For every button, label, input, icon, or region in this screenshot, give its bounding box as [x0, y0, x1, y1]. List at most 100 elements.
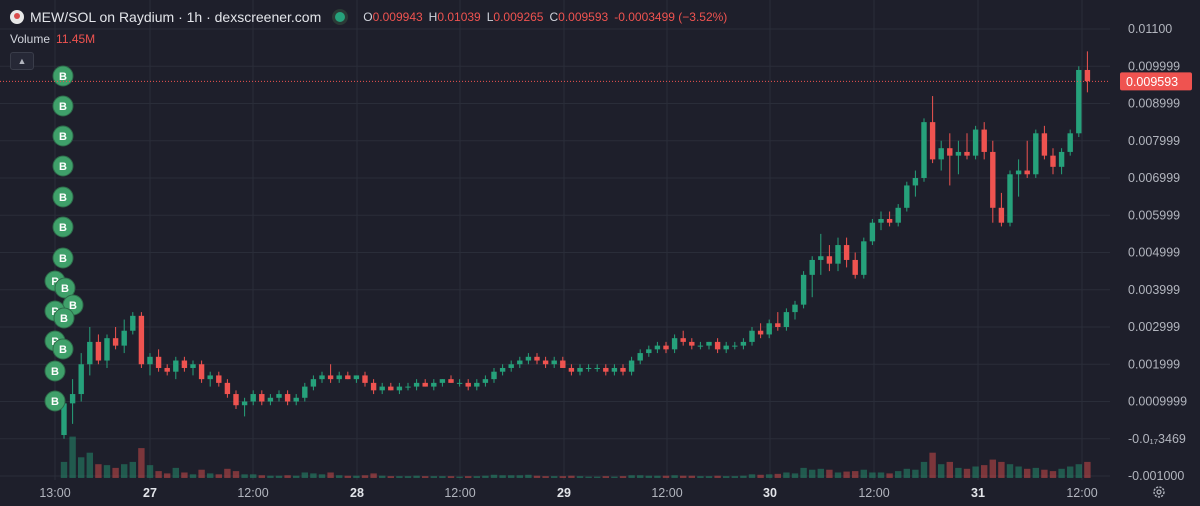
current-price-line: 0.009593 [0, 72, 1192, 91]
candle-body [603, 367, 609, 372]
volume-bar [740, 475, 747, 478]
candle-body [233, 394, 239, 406]
volume-bar [490, 474, 498, 478]
candle-body [327, 375, 334, 380]
current-price-label: 0.009593 [1126, 75, 1178, 89]
candle-body [620, 367, 626, 372]
candle-body [353, 375, 360, 380]
volume-bar [895, 471, 902, 478]
volume-bar [723, 476, 730, 478]
candle-body [302, 386, 308, 398]
volume-bar [731, 476, 738, 478]
candle-body [370, 382, 377, 391]
volume-bar [1049, 471, 1057, 478]
price-tick-label: 0.004999 [1128, 246, 1180, 260]
volume-bar [215, 474, 222, 478]
volume-bar [611, 476, 618, 478]
time-tick-label: 12:00 [858, 486, 889, 500]
volume-bar [774, 473, 781, 478]
candle-body [809, 259, 815, 275]
price-tick-label: 0.001999 [1128, 357, 1180, 371]
candle-body [413, 382, 420, 387]
candle-body [628, 360, 635, 372]
candle-body [78, 364, 84, 395]
candle-body [198, 364, 205, 380]
volume-bar [284, 475, 291, 478]
chart-header: MEW/SOL on Raydium · 1h · dexscreener.co… [0, 0, 1110, 46]
volume-bar [121, 464, 128, 478]
volume-bar [422, 476, 429, 478]
volume-bar [963, 468, 971, 478]
candle-body [104, 338, 110, 361]
volume-bar [645, 475, 652, 478]
volume-bar [86, 452, 93, 478]
volume-bar [138, 448, 145, 478]
candle-body [947, 148, 953, 156]
candle-body [697, 345, 704, 347]
volume-bar [439, 476, 446, 478]
volume-bar [95, 464, 102, 478]
candle-body [551, 360, 557, 365]
candle-body [637, 353, 643, 361]
trade-marker-label: B [59, 101, 67, 113]
candle-body [69, 394, 76, 404]
volume-bar [757, 474, 764, 478]
collapse-legend-button[interactable]: ▲ [10, 52, 34, 70]
candle-body [955, 151, 962, 156]
volume-bar [886, 473, 893, 478]
trade-marker-label: B [61, 283, 69, 295]
pair-title[interactable]: MEW/SOL on Raydium · 1h · dexscreener.co… [30, 9, 322, 25]
trade-marker-label: P [51, 306, 58, 318]
price-tick-label: 0.005999 [1128, 208, 1180, 222]
trade-marker-buy [52, 338, 74, 360]
candle-body [293, 397, 299, 402]
volume-bar [585, 476, 592, 478]
volume-bar [628, 475, 635, 478]
candle-body [276, 394, 282, 398]
trade-marker-buy [52, 125, 74, 147]
candle-body [1084, 69, 1091, 82]
candle-body [250, 394, 256, 402]
volume-bar [705, 476, 713, 478]
volume-bar [1015, 466, 1022, 478]
volume-bar [129, 461, 136, 478]
candle-body [912, 178, 919, 186]
volume-bar [473, 476, 480, 478]
candle-body [456, 382, 463, 384]
volume-bar [869, 472, 876, 478]
candle-body [121, 330, 127, 346]
volume-bar [998, 461, 1005, 478]
candle-body [1076, 69, 1082, 134]
candle-body [525, 356, 532, 361]
time-axis[interactable]: 13:00 27 12:00 28 12:00 29 12:00 30 12:00 31 12:00 [39, 486, 1097, 500]
candle-body [835, 245, 841, 264]
volume-bar [155, 471, 162, 478]
candle-body [706, 341, 712, 346]
volume-bar [241, 474, 248, 478]
candle-body [929, 122, 936, 160]
volume-bar [594, 476, 601, 478]
time-tick-label: 12:00 [444, 486, 475, 500]
candle-body [224, 382, 231, 395]
volume-bar [387, 476, 394, 478]
candle-body [491, 371, 497, 380]
candle-body [112, 338, 119, 346]
volume-bar [318, 474, 326, 478]
trade-marker-label: B [59, 222, 67, 234]
low-key: L [486, 10, 494, 24]
price-axis[interactable]: 0.01100 0.009999 0.008999 0.007999 0.006999 0… [1128, 22, 1187, 483]
candle-body [766, 323, 772, 335]
trade-marker-label: B [60, 313, 68, 325]
gear-icon[interactable] [1152, 485, 1166, 499]
volume-bar [370, 473, 377, 478]
price-tick-label: 0.002999 [1128, 320, 1180, 334]
trade-marker-buy [52, 95, 74, 117]
candle-body [422, 382, 428, 387]
volume-bar [232, 471, 240, 478]
candle-body [345, 375, 351, 380]
price-change: -0.0003499 (−3.52%) [614, 10, 728, 24]
candle-body [1041, 133, 1048, 156]
volume-bar [164, 473, 171, 478]
trade-marker-label: B [59, 131, 67, 143]
